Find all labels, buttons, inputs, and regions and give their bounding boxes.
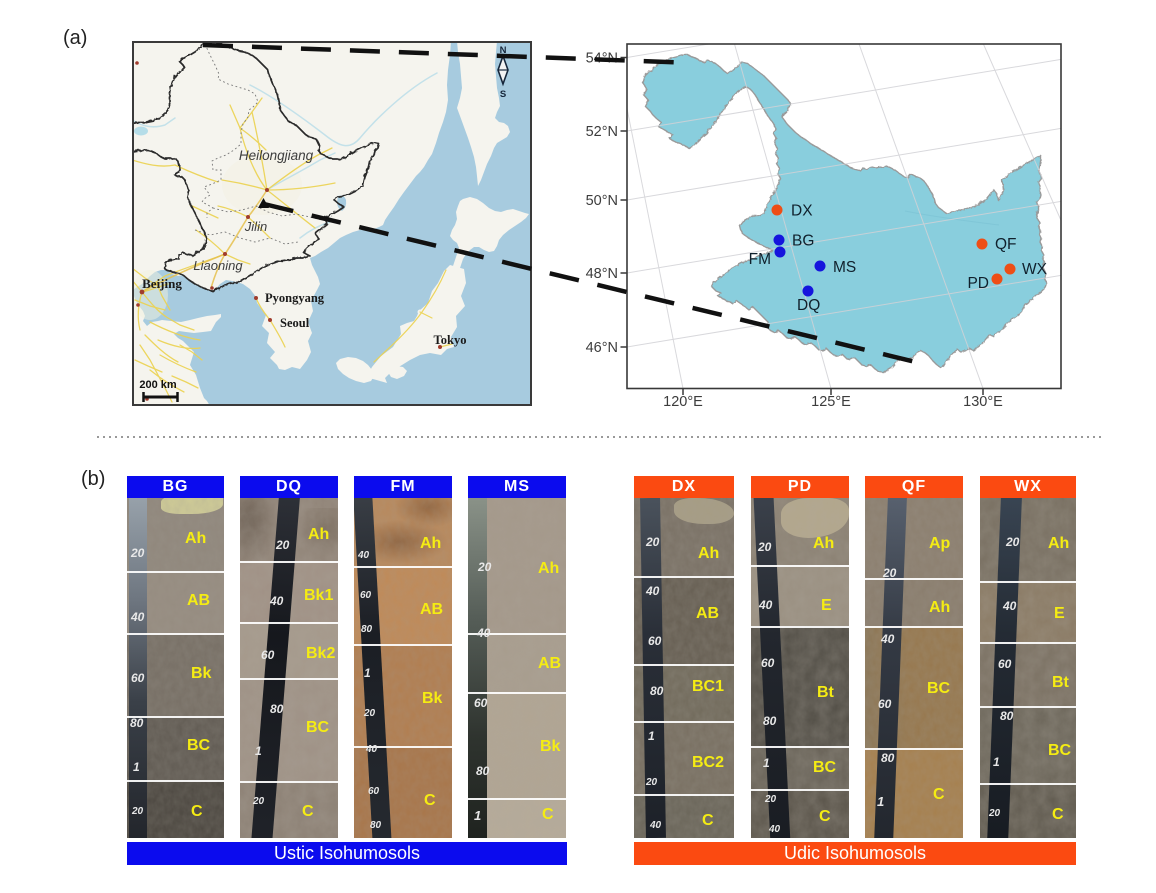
svg-text:125°E: 125°E <box>811 394 851 410</box>
svg-text:BG: BG <box>792 233 814 250</box>
svg-text:Heilongjiang: Heilongjiang <box>239 148 314 163</box>
svg-text:Seoul: Seoul <box>280 316 310 330</box>
svg-text:130°E: 130°E <box>963 394 1003 410</box>
svg-text:52°N: 52°N <box>586 124 618 140</box>
svg-text:54°N: 54°N <box>586 51 618 67</box>
svg-text:DQ: DQ <box>797 297 820 314</box>
svg-text:Liaoning: Liaoning <box>193 258 243 273</box>
svg-text:MS: MS <box>833 259 856 276</box>
svg-text:DX: DX <box>791 203 813 220</box>
svg-text:S: S <box>500 89 506 100</box>
svg-text:QF: QF <box>995 236 1017 253</box>
svg-text:Tokyo: Tokyo <box>434 333 467 347</box>
svg-text:46°N: 46°N <box>586 340 618 356</box>
svg-text:WX: WX <box>1022 261 1048 278</box>
svg-text:50°N: 50°N <box>586 193 618 209</box>
svg-text:Pyongyang: Pyongyang <box>265 291 325 305</box>
svg-text:48°N: 48°N <box>586 266 618 282</box>
svg-text:120°E: 120°E <box>663 394 703 410</box>
svg-text:Jilin: Jilin <box>244 219 267 234</box>
svg-text:FM: FM <box>749 251 771 268</box>
svg-text:Beijing: Beijing <box>142 276 182 291</box>
svg-text:200 km: 200 km <box>139 379 177 391</box>
svg-text:PD: PD <box>967 275 989 292</box>
